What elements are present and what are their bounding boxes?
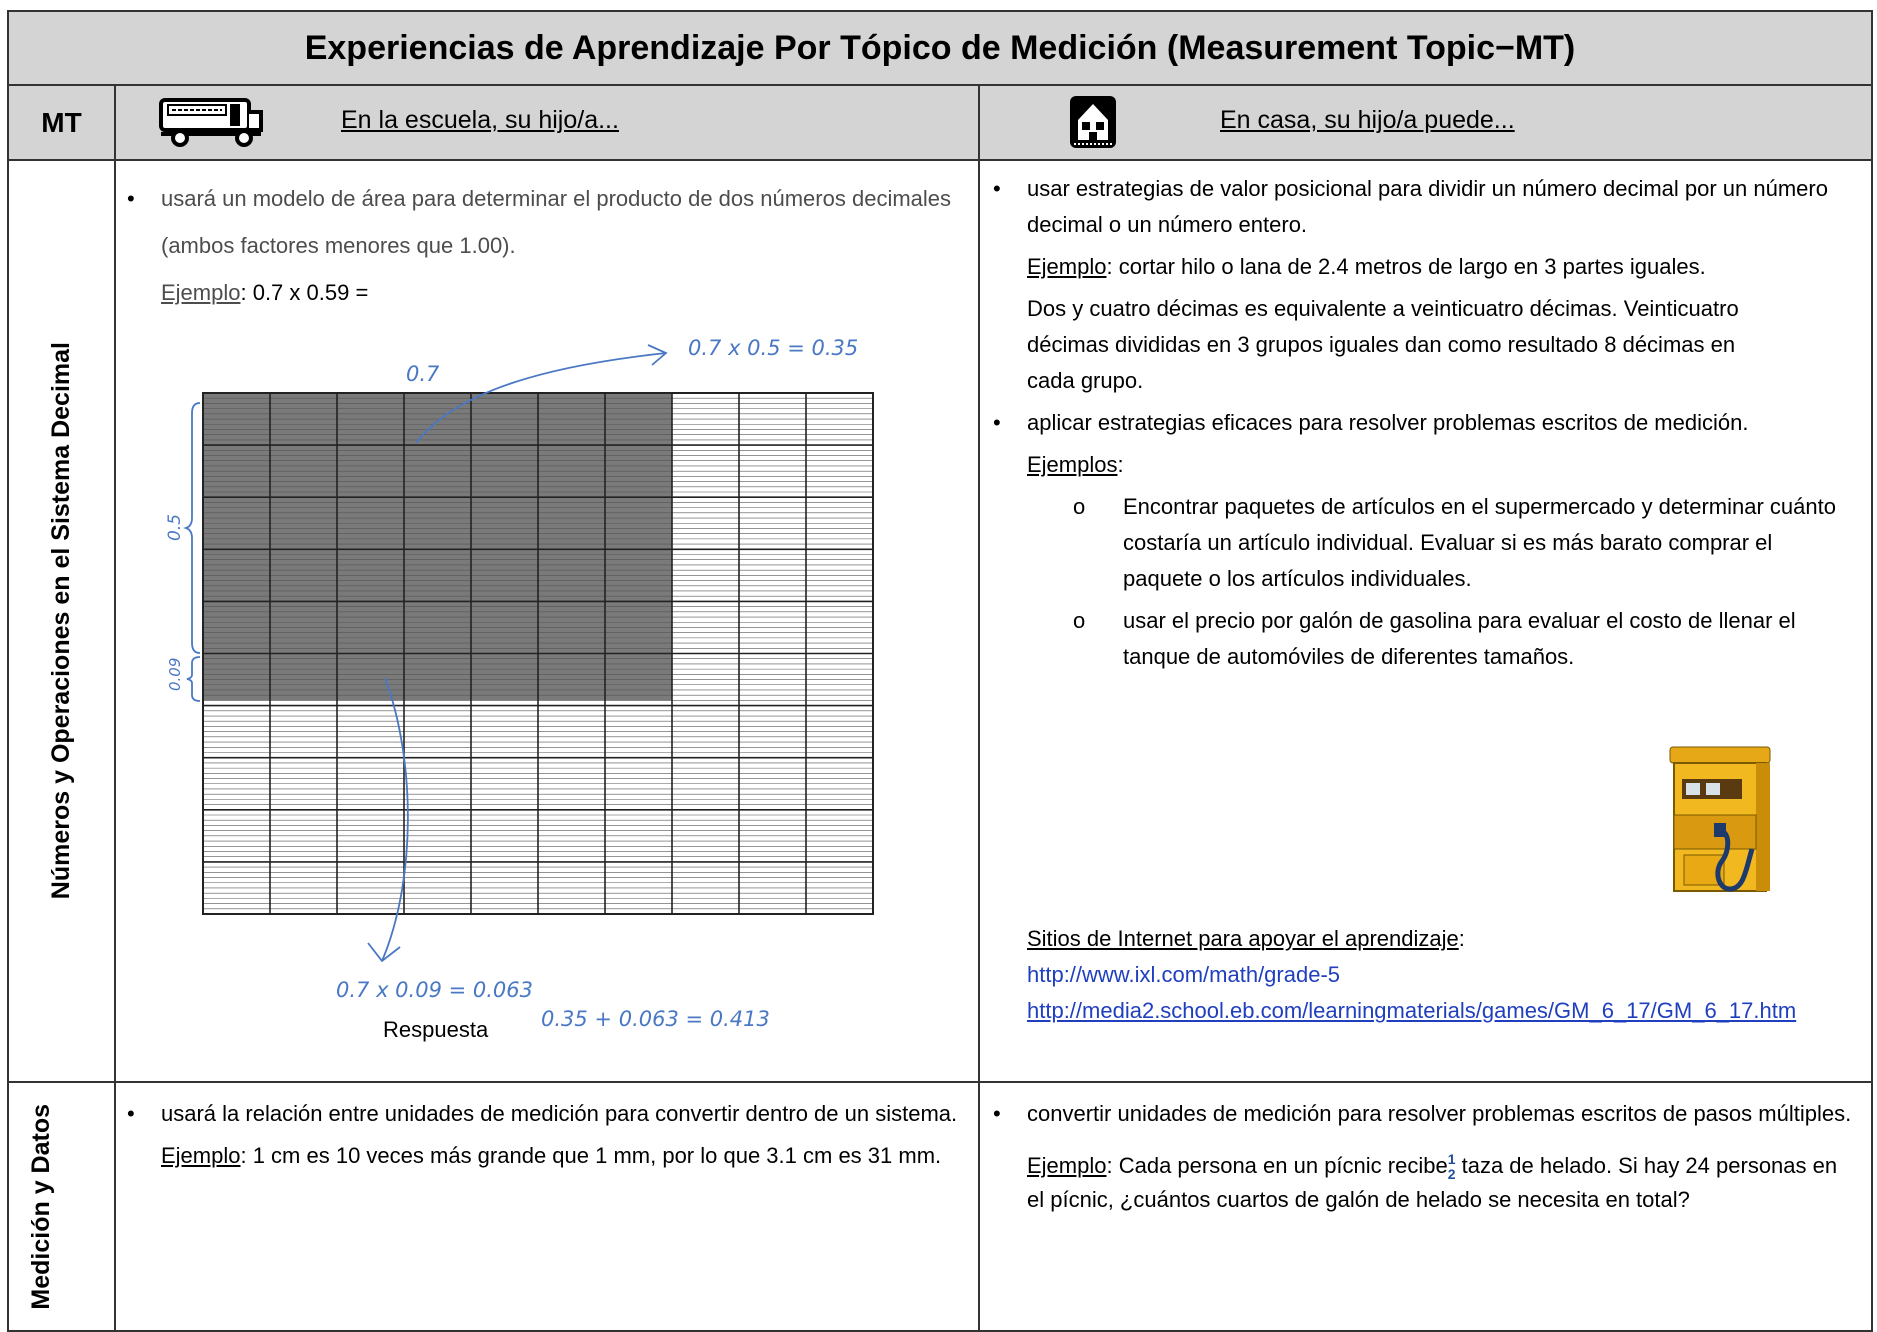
example: Ejemplo: 0.7 x 0.59 = xyxy=(161,269,951,316)
bullet-text: convertir unidades de medición para reso… xyxy=(993,1093,1857,1135)
bullet-text: usará un modelo de área para determinar … xyxy=(127,175,951,269)
answer: 0.35 + 0.063 = 0.413 xyxy=(541,1007,770,1031)
header-home-cell: En casa, su hijo/a puede... xyxy=(978,84,1873,161)
topic-cell: Medición y Datos xyxy=(7,1081,116,1332)
example: Ejemplo: Cada persona en un pícnic recib… xyxy=(1027,1149,1857,1217)
example-text: : 0.7 x 0.59 = xyxy=(240,280,369,305)
link[interactable]: http://www.ixl.com/math/grade-5 xyxy=(1027,962,1341,987)
example-text: taza de helado. Si hay 24 personas en el… xyxy=(1027,1153,1838,1212)
examples-colon: : xyxy=(1117,452,1124,477)
denominator: 2 xyxy=(1447,1166,1456,1183)
header-school-cell: En la escuela, su hijo/a... xyxy=(114,84,980,161)
header-school: En la escuela, su hijo/a... xyxy=(341,106,619,134)
bullet-text: usar estrategias de valor posicional par… xyxy=(993,171,1857,243)
figure-label: 0.09 xyxy=(166,658,184,691)
example-text: : 1 cm es 10 veces más grande que 1 mm, … xyxy=(240,1143,942,1168)
explanation: Dos y cuatro décimas es equivalente a ve… xyxy=(1027,296,1739,393)
grid-border xyxy=(202,392,874,915)
figure-note: 0.7 x 0.5 = 0.35 xyxy=(688,336,858,360)
school-cell: usará un modelo de área para determinar … xyxy=(114,159,980,1083)
brace xyxy=(186,656,201,702)
answer-label: Respuesta xyxy=(383,1017,489,1042)
examples-label: Ejemplos xyxy=(1027,452,1118,477)
example-label: Ejemplo xyxy=(161,1143,241,1168)
figure-label: 0.7 xyxy=(406,362,440,386)
school-cell: usará la relación entre unidades de medi… xyxy=(114,1081,980,1332)
bullet-text: usará la relación entre unidades de medi… xyxy=(127,1093,961,1135)
sites-colon: : xyxy=(1458,926,1465,951)
example-label: Ejemplo xyxy=(1027,254,1107,279)
example: Ejemplo: cortar hilo o lana de 2.4 metro… xyxy=(1027,249,1857,285)
example: Ejemplo: 1 cm es 10 veces más grande que… xyxy=(161,1135,961,1177)
arrow xyxy=(367,677,409,963)
topic: Números y Operaciones en el Sistema Deci… xyxy=(47,342,75,900)
title: Experiencias de Aprendizaje Por Tópico d… xyxy=(7,10,1873,86)
area-model: 0.7 0.7 x 0.5 = 0.35 0.5 0.09 0.7 x 0.09… xyxy=(165,336,874,1042)
bullet-text: aplicar estrategias eficaces para resolv… xyxy=(993,405,1857,441)
examples: Ejemplos: xyxy=(1027,447,1857,483)
gas-pump-icon xyxy=(1669,746,1771,892)
figure-label: 0.5 xyxy=(165,514,185,541)
example-label: Ejemplo xyxy=(1027,1153,1107,1178)
sites-label: Sitios de Internet para apoyar el aprend… xyxy=(1027,926,1459,951)
topic-cell: Números y Operaciones en el Sistema Deci… xyxy=(7,159,116,1083)
arrow xyxy=(415,344,668,444)
sites: Sitios de Internet para apoyar el aprend… xyxy=(1027,921,1857,957)
house-icon xyxy=(1070,96,1116,148)
example-text: : Cada persona en un pícnic recibe xyxy=(1106,1153,1448,1178)
sub-item: usar el precio por galón de gasolina par… xyxy=(1073,603,1857,675)
home-cell: usar estrategias de valor posicional par… xyxy=(978,159,1873,1083)
example-text: : cortar hilo o lana de 2.4 metros de la… xyxy=(1106,254,1706,279)
home-cell: convertir unidades de medición para reso… xyxy=(978,1081,1873,1332)
figure-note: 0.7 x 0.09 = 0.063 xyxy=(336,978,533,1002)
header-mt: MT xyxy=(7,84,116,161)
header-home: En casa, su hijo/a puede... xyxy=(1220,106,1515,134)
link[interactable]: http://media2.school.eb.com/learningmate… xyxy=(1027,998,1797,1023)
bus-icon xyxy=(159,98,263,147)
sub-item: Encontrar paquetes de artículos en el su… xyxy=(1073,489,1857,597)
example-label: Ejemplo xyxy=(161,280,241,305)
shaded-region xyxy=(203,393,672,701)
numerator: 1 xyxy=(1447,1151,1456,1168)
topic: Medición y Datos xyxy=(26,1103,55,1310)
brace xyxy=(183,402,201,654)
